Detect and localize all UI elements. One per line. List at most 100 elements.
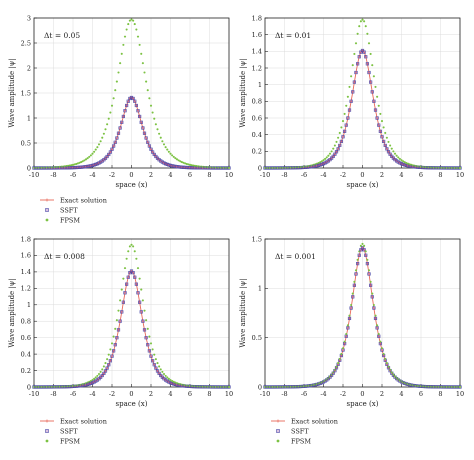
- point-exact-solution: [112, 144, 115, 148]
- point-ssft: [364, 55, 368, 59]
- point-fpsm: [171, 154, 174, 157]
- point-fpsm: [128, 19, 131, 22]
- point-fpsm: [136, 267, 140, 270]
- point-ssft: [139, 310, 143, 314]
- point-exact-solution: [322, 162, 325, 165]
- point-ssft: [147, 349, 151, 353]
- point-exact-solution: [364, 254, 367, 257]
- point-fpsm: [392, 150, 395, 153]
- point-fpsm: [389, 144, 392, 147]
- point-exact-solution: [110, 148, 114, 151]
- x-tick-label: -10: [29, 171, 39, 179]
- point-exact-solution: [341, 135, 345, 138]
- y-tick-label: 2.5: [21, 39, 31, 47]
- point-fpsm: [70, 164, 73, 167]
- point-fpsm: [380, 347, 384, 350]
- point-fpsm: [353, 52, 356, 56]
- point-ssft: [170, 381, 174, 386]
- point-ssft: [349, 306, 353, 310]
- point-exact-solution: [403, 163, 406, 167]
- legend-swatch-ssft: [45, 429, 49, 433]
- point-fpsm: [153, 353, 156, 356]
- point-fpsm: [343, 340, 346, 343]
- point-fpsm: [325, 156, 328, 159]
- point-exact-solution: [140, 310, 143, 314]
- point-exact-solution: [353, 80, 356, 84]
- point-ssft: [362, 50, 366, 54]
- point-ssft: [343, 342, 347, 346]
- point-ssft: [346, 326, 350, 330]
- point-exact-solution: [104, 369, 107, 373]
- point-exact-solution: [401, 163, 405, 166]
- point-fpsm: [94, 376, 97, 379]
- point-ssft: [399, 162, 404, 166]
- point-exact-solution: [397, 160, 400, 164]
- point-fpsm: [106, 358, 109, 361]
- point-ssft: [403, 163, 407, 167]
- point-exact-solution: [358, 55, 361, 58]
- point-fpsm: [135, 28, 138, 31]
- point-ssft: [116, 328, 121, 332]
- point-fpsm: [140, 52, 143, 55]
- point-fpsm: [140, 288, 143, 291]
- point-ssft: [380, 135, 384, 139]
- point-ssft: [369, 80, 373, 84]
- y-tick-label: 1: [258, 81, 262, 89]
- point-fpsm: [371, 292, 374, 295]
- point-ssft: [92, 380, 96, 384]
- point-fpsm: [149, 104, 153, 107]
- point-fpsm: [406, 162, 410, 165]
- point-ssft: [107, 152, 111, 157]
- point-ssft: [370, 295, 374, 299]
- point-fpsm: [184, 162, 187, 165]
- x-tick-label: 10: [456, 390, 464, 398]
- point-exact-solution: [123, 291, 127, 294]
- point-exact-solution: [125, 282, 128, 286]
- point-exact-solution: [375, 116, 379, 120]
- y-tick-label: 0.4: [21, 350, 31, 358]
- legend: Exact solution SSFT FPSM: [40, 417, 107, 445]
- point-exact-solution: [159, 374, 162, 377]
- point-exact-solution: [133, 276, 136, 279]
- point-exact-solution: [356, 262, 359, 265]
- point-fpsm: [75, 162, 78, 165]
- point-fpsm: [398, 157, 401, 160]
- point-ssft: [134, 103, 138, 108]
- point-exact-solution: [169, 164, 172, 167]
- point-exact-solution: [406, 164, 410, 167]
- point-fpsm: [112, 97, 115, 100]
- x-tick-label: 6: [419, 171, 423, 179]
- point-exact-solution: [338, 144, 341, 147]
- chart-panel-3: -10 -8 -6 -4 -2 0 2 4 6 8 10 0 0.2 0.4 0.6 0.8 1 1.2 1.4 1.…: [8, 235, 233, 445]
- point-fpsm: [358, 25, 361, 28]
- point-fpsm: [96, 146, 99, 149]
- point-fpsm: [376, 324, 379, 327]
- point-exact-solution: [144, 136, 148, 140]
- point-ssft: [331, 154, 335, 158]
- point-fpsm: [104, 128, 107, 131]
- point-exact-solution: [319, 163, 322, 167]
- point-fpsm: [340, 126, 343, 129]
- x-tick-label: -8: [50, 390, 56, 398]
- point-exact-solution: [151, 359, 154, 362]
- delta-t-annotation: Δt = 0.008: [44, 252, 85, 261]
- point-exact-solution: [384, 144, 387, 147]
- point-ssft: [89, 164, 93, 168]
- point-fpsm: [93, 150, 96, 153]
- point-exact-solution: [379, 342, 382, 345]
- legend-label: FPSM: [291, 437, 311, 445]
- legend-label: Exact solution: [60, 417, 107, 425]
- point-fpsm: [387, 365, 390, 368]
- point-fpsm: [107, 353, 110, 356]
- point-exact-solution: [367, 71, 371, 74]
- point-exact-solution: [366, 62, 369, 65]
- point-ssft: [102, 371, 106, 376]
- point-ssft: [167, 380, 171, 384]
- point-exact-solution: [120, 310, 123, 314]
- point-fpsm: [390, 371, 393, 374]
- y-tick-label: 1: [258, 285, 262, 293]
- point-ssft: [151, 359, 155, 363]
- point-fpsm: [123, 267, 127, 270]
- x-tick-label: -8: [50, 171, 56, 179]
- point-ssft: [129, 95, 134, 100]
